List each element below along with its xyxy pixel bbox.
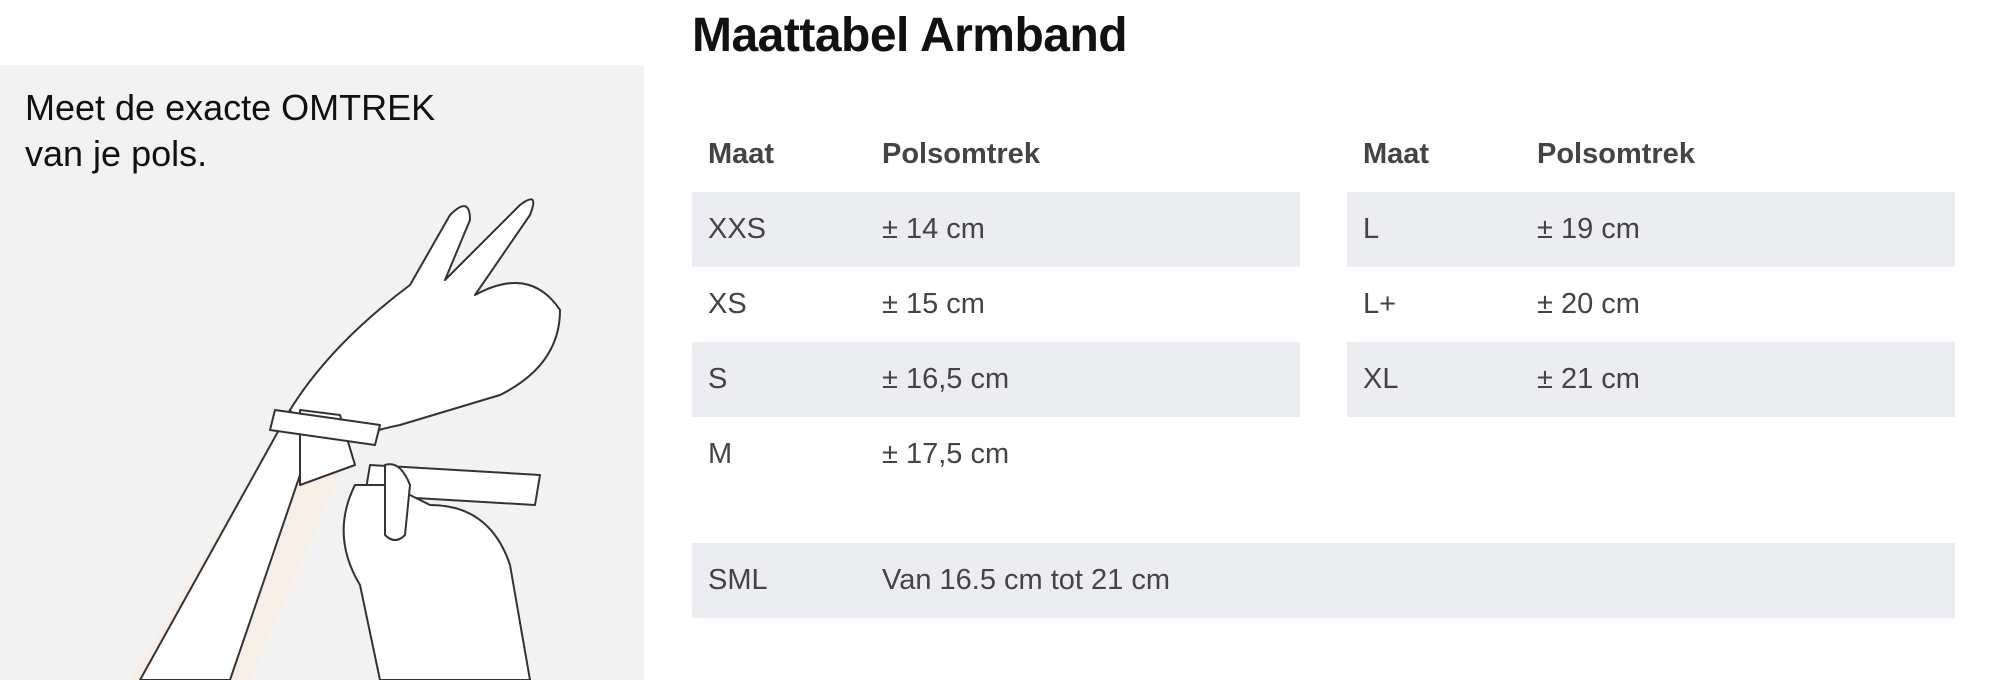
size-cell: L+: [1363, 288, 1397, 320]
value-cell: ± 19 cm: [1537, 213, 1640, 245]
value-cell: ± 16,5 cm: [882, 363, 1010, 395]
value-cell: ± 14 cm: [882, 213, 985, 245]
table-row: XL ± 21 cm: [1347, 342, 1955, 417]
header-polsomtrek: Polsomtrek: [882, 138, 1040, 170]
table-header: Maat Polsomtrek: [692, 117, 1300, 192]
header-polsomtrek: Polsomtrek: [1537, 138, 1695, 170]
table-row-sml: SML Van 16.5 cm tot 21 cm: [692, 543, 1955, 618]
page-title: Maattabel Armband: [692, 9, 1128, 62]
hand-measuring-illustration: [130, 198, 561, 680]
sml-table: SML Van 16.5 cm tot 21 cm: [692, 543, 1955, 618]
size-table-right: Maat Polsomtrek L ± 19 cm L+ ± 20 cm XL …: [1347, 117, 1955, 417]
value-cell: ± 21 cm: [1537, 363, 1640, 395]
table-row: S ± 16,5 cm: [692, 342, 1300, 417]
table-row: XXS ± 14 cm: [692, 192, 1300, 267]
header-maat: Maat: [708, 138, 775, 170]
size-cell: XXS: [708, 213, 767, 245]
table-row: XS ± 15 cm: [692, 267, 1300, 342]
instruction-panel: Meet de exacte OMTREK van je pols.: [0, 65, 644, 680]
size-cell: S: [708, 363, 728, 395]
size-cell: XS: [708, 288, 747, 320]
value-cell: Van 16.5 cm tot 21 cm: [882, 564, 1170, 596]
size-cell: XL: [1363, 363, 1399, 395]
size-cell: M: [708, 438, 733, 470]
value-cell: ± 17,5 cm: [882, 438, 1010, 470]
table-row: L+ ± 20 cm: [1347, 267, 1955, 342]
instruction-line-1: Meet de exacte OMTREK: [25, 87, 436, 128]
table-row: M ± 17,5 cm: [692, 417, 1300, 492]
table-header: Maat Polsomtrek: [1347, 117, 1955, 192]
header-maat: Maat: [1363, 138, 1430, 170]
size-cell: SML: [708, 564, 768, 596]
table-row: L ± 19 cm: [1347, 192, 1955, 267]
value-cell: ± 15 cm: [882, 288, 985, 320]
instruction-text: Meet de exacte OMTREK van je pols.: [25, 85, 545, 177]
value-cell: ± 20 cm: [1537, 288, 1640, 320]
size-cell: L: [1363, 213, 1380, 245]
instruction-line-2: van je pols.: [25, 133, 208, 174]
size-table-left: Maat Polsomtrek XXS ± 14 cm XS ± 15 cm S…: [692, 117, 1300, 492]
